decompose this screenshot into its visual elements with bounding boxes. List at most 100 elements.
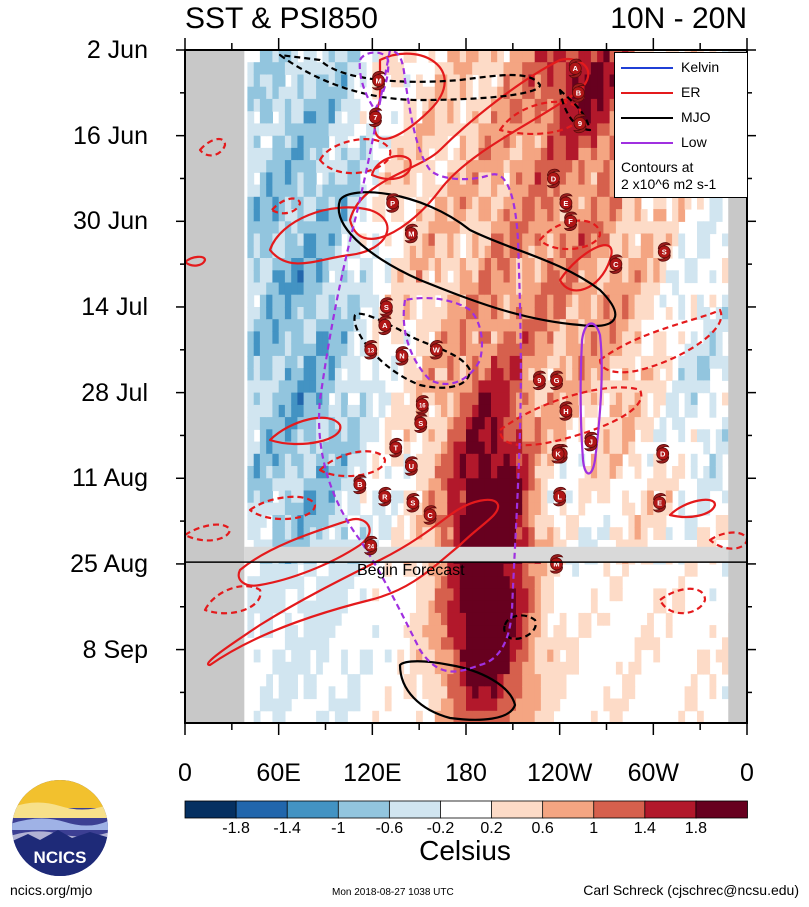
sst-cell	[503, 417, 511, 430]
sst-cell	[253, 343, 261, 357]
sst-cell	[303, 282, 311, 296]
sst-cell	[416, 221, 423, 235]
sst-cell	[297, 368, 305, 381]
sst-cell	[372, 172, 380, 186]
sst-cell	[522, 661, 529, 675]
sst-cell	[466, 184, 473, 198]
sst-cell	[609, 527, 617, 540]
sst-cell	[703, 307, 711, 320]
sst-cell	[509, 502, 517, 516]
sst-cell	[522, 441, 529, 455]
storm-marker: G	[549, 370, 564, 391]
sst-cell	[478, 404, 486, 418]
sst-cell	[516, 343, 523, 357]
sst-cell	[672, 478, 679, 492]
sst-cell	[341, 343, 348, 357]
sst-cell	[272, 331, 280, 345]
contour-line	[270, 197, 302, 215]
sst-cell	[259, 209, 267, 222]
sst-cell	[491, 527, 498, 540]
sst-cell	[253, 441, 261, 455]
sst-cell	[297, 441, 305, 455]
sst-cell	[441, 209, 448, 222]
contour-line	[658, 587, 707, 615]
sst-cell	[441, 625, 448, 638]
sst-cell	[434, 380, 442, 394]
legend-line-low	[621, 142, 673, 144]
sst-cell	[322, 539, 330, 553]
sst-cell	[441, 111, 448, 124]
sst-cell	[622, 294, 629, 308]
site-link[interactable]: ncics.org/mjo	[10, 882, 93, 898]
sst-cell	[528, 453, 536, 467]
sst-cell	[653, 453, 661, 467]
sst-cell	[597, 527, 604, 540]
sst-cell	[678, 307, 686, 320]
sst-cell	[647, 368, 654, 381]
sst-cell	[247, 184, 255, 198]
legend-label-low: Low	[681, 134, 707, 150]
sst-cell	[278, 661, 286, 675]
sst-cell	[278, 209, 286, 222]
sst-cell	[491, 404, 498, 418]
sst-cell	[278, 453, 286, 467]
sst-cell	[341, 404, 348, 418]
sst-cell	[540, 527, 548, 540]
sst-cell	[334, 172, 342, 186]
sst-cell	[422, 478, 430, 492]
sst-cell	[434, 674, 442, 687]
sst-cell	[316, 245, 323, 259]
sst-cell	[422, 600, 430, 614]
sst-cell	[453, 307, 461, 320]
sst-cell	[359, 331, 367, 345]
sst-cell	[672, 404, 679, 418]
sst-cell	[434, 98, 442, 112]
ncics-logo[interactable]: NCICS	[10, 778, 110, 878]
sst-cell	[303, 441, 311, 455]
sst-cell	[372, 368, 380, 381]
sst-cell	[534, 343, 542, 357]
sst-cell	[284, 686, 292, 700]
sst-cell	[322, 233, 330, 247]
sst-cell	[259, 698, 267, 712]
sst-cell	[453, 710, 461, 723]
storm-core	[386, 196, 400, 210]
storm-core	[389, 441, 403, 455]
sst-cell	[309, 404, 317, 418]
sst-cell	[565, 417, 573, 430]
sst-cell	[609, 196, 617, 210]
sst-cell	[272, 184, 280, 198]
sst-cell	[434, 466, 442, 479]
sst-cell	[622, 490, 629, 504]
sst-cell	[297, 649, 305, 663]
storm-label: K	[555, 450, 561, 459]
sst-cell	[403, 404, 411, 418]
sst-cell	[559, 686, 567, 700]
sst-cell	[678, 429, 686, 443]
sst-cell	[672, 221, 679, 235]
sst-cell	[472, 649, 479, 663]
sst-cell	[690, 515, 698, 528]
storm-core	[404, 227, 418, 240]
sst-cell	[659, 417, 667, 430]
sst-cell	[447, 404, 455, 418]
sst-cell	[309, 343, 317, 357]
sst-cell	[347, 466, 355, 479]
sst-cell	[503, 515, 511, 528]
sst-cell	[253, 355, 261, 369]
sst-cell	[484, 441, 492, 455]
sst-cell	[359, 453, 367, 467]
sst-cell	[609, 417, 617, 430]
sst-cell	[590, 62, 598, 75]
sst-cell	[416, 380, 423, 394]
sst-cell	[328, 209, 336, 222]
sst-cell	[453, 294, 461, 308]
sst-cell	[284, 466, 292, 479]
sst-cell	[434, 209, 442, 222]
sst-cell	[409, 527, 417, 540]
sst-cell	[341, 698, 348, 712]
sst-cell	[341, 319, 348, 332]
sst-cell	[565, 319, 573, 332]
sst-cell	[622, 221, 629, 235]
sst-cell	[284, 502, 292, 516]
